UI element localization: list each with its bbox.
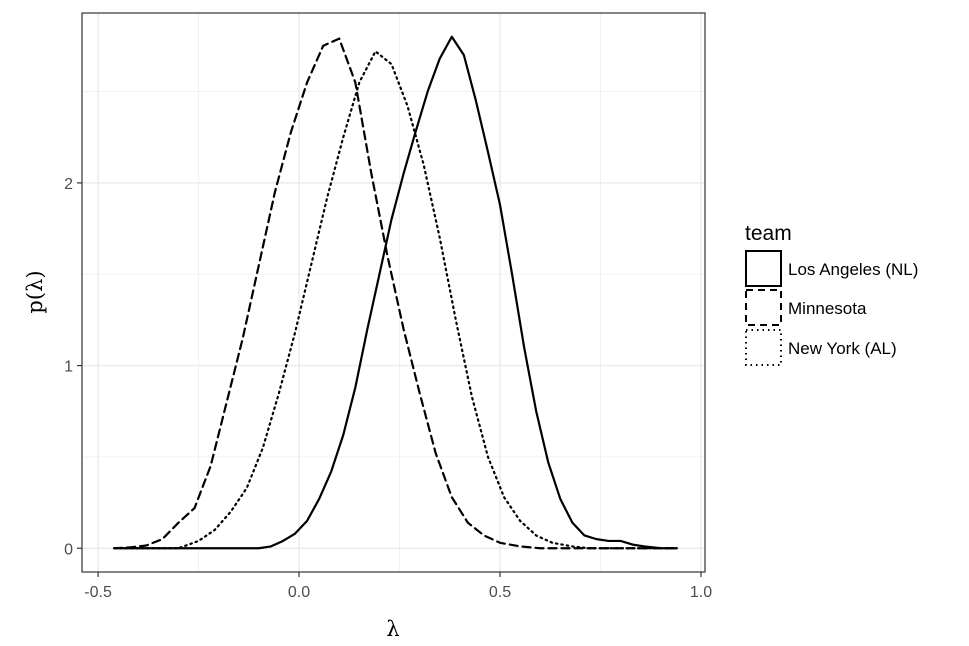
x-tick-label: -0.5 — [84, 584, 112, 601]
y-tick-label: 0 — [64, 541, 73, 558]
y-axis-title: p(λ) — [23, 270, 47, 313]
x-tick-label: 0.5 — [489, 584, 511, 601]
plot-panel-border — [81, 12, 706, 573]
legend-item-new-york: New York (AL) — [745, 329, 897, 366]
legend-label-new-york: New York (AL) — [788, 339, 897, 358]
series-line-new-york-al — [113, 50, 678, 550]
x-axis-title: λ — [386, 617, 399, 641]
legend-key-dotted — [745, 329, 782, 366]
axis-ticks: -0.5 0.0 0.5 1.0 0 1 2 — [64, 176, 712, 601]
legend-label-los-angeles: Los Angeles (NL) — [788, 260, 918, 279]
legend-title: team — [745, 222, 792, 245]
legend-item-los-angeles: Los Angeles (NL) — [745, 250, 918, 287]
major-gridlines — [82, 13, 705, 572]
legend-item-minnesota: Minnesota — [745, 289, 867, 326]
density-curves — [113, 35, 678, 550]
minor-gridlines — [82, 13, 705, 572]
y-tick-label: 2 — [64, 176, 73, 193]
x-tick-label: 0.0 — [288, 584, 310, 601]
series-line-los-angeles-nl — [114, 35, 677, 550]
y-tick-label: 1 — [64, 359, 73, 376]
legend-label-minnesota: Minnesota — [788, 299, 867, 318]
legend-key-solid — [745, 250, 782, 287]
x-tick-label: 1.0 — [690, 584, 712, 601]
legend: team Los Angeles (NL) Minnesota New York… — [745, 222, 918, 366]
series-line-minnesota — [113, 37, 678, 550]
legend-key-dashed — [745, 289, 782, 326]
